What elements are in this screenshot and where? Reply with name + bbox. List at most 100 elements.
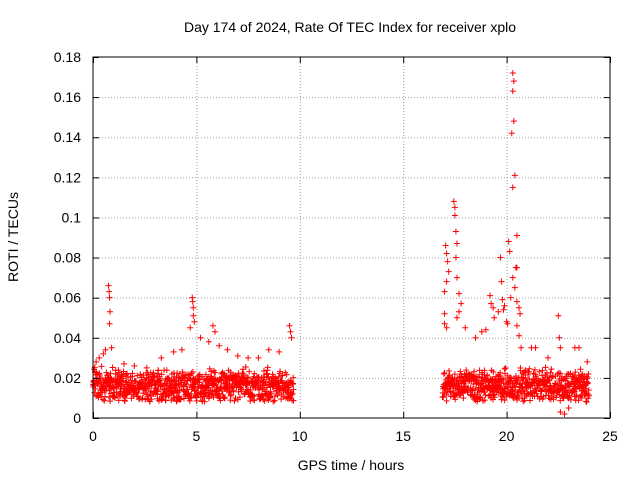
data-point [453,240,460,247]
data-point [154,388,161,395]
data-point [509,88,516,95]
data-point [583,398,590,405]
data-point [532,344,539,351]
data-point [279,372,286,379]
data-point [584,374,591,381]
data-point [511,284,518,291]
data-point [247,398,254,405]
data-point [585,380,592,387]
data-point [255,354,262,361]
data-point [109,364,116,371]
data-point [193,397,200,404]
data-point [242,363,249,370]
data-point [567,396,574,403]
data-point [508,375,515,382]
plot-border [92,56,611,419]
data-point [189,298,196,305]
data-point [148,396,155,403]
data-point [488,300,495,307]
data-point [271,393,278,400]
data-point [472,385,479,392]
data-point [283,371,290,378]
data-point [183,380,190,387]
data-point [445,268,452,275]
data-point [506,248,513,255]
data-point [129,370,136,377]
data-point [210,394,217,401]
data-point [456,308,463,315]
data-point [487,292,494,299]
data-point [106,288,113,295]
data-point [499,375,506,382]
data-point [509,274,516,281]
data-point [481,367,488,374]
data-point [245,354,252,361]
data-point [565,387,572,394]
data-point [452,228,459,235]
data-point [288,334,295,341]
data-point [501,302,508,309]
data-point [240,371,247,378]
data-point [142,377,149,384]
data-point [478,328,485,335]
data-point [230,388,237,395]
data-point [247,386,254,393]
data-point [239,369,246,376]
data-point [547,369,554,376]
data-point [163,367,170,374]
data-point [510,78,517,85]
data-point [443,278,450,285]
data-point [212,328,219,335]
data-point [443,250,450,257]
data-point [289,390,296,397]
data-point [190,304,197,311]
data-point [509,184,516,191]
data-point [162,397,169,404]
data-point [554,371,561,378]
data-point [452,254,459,261]
data-point [288,391,295,398]
data-point [108,344,115,351]
data-point [223,386,230,393]
data-point [96,374,103,381]
data-point [539,367,546,374]
data-point [290,374,297,381]
data-point [290,397,297,404]
y-tick-label: 0.18 [54,49,81,65]
data-point [116,369,123,376]
data-point [441,310,448,317]
data-point [201,398,208,405]
data-point [276,348,283,355]
data-point [106,394,113,401]
data-point [544,354,551,361]
data-point [497,369,504,376]
data-point [538,387,545,394]
data-point [444,258,451,265]
data-point [216,342,223,349]
data-point [101,397,108,404]
data-point [586,392,593,399]
data-point [145,374,152,381]
data-point [555,312,562,319]
data-point [548,366,555,373]
data-point [451,371,458,378]
data-point [450,198,457,205]
data-point [477,394,484,401]
x-tick-label: 20 [499,428,515,444]
data-point [100,350,107,357]
data-point [286,322,293,329]
x-tick-label: 25 [602,428,618,444]
y-tick-label: 0.06 [54,290,81,306]
axis-ticks: 0 5 10 15 20 25 0 0.02 0.04 0.06 0.08 0.1 0.12 0.14 0.… [54,49,618,444]
data-point [134,372,141,379]
data-point [197,334,204,341]
data-point [498,278,505,285]
data-point [501,397,508,404]
data-point [499,296,506,303]
data-point [482,326,489,333]
data-point [106,294,113,301]
y-tick-label: 0.16 [54,89,81,105]
data-point [224,346,231,353]
data-point [443,391,450,398]
data-point [290,380,297,387]
